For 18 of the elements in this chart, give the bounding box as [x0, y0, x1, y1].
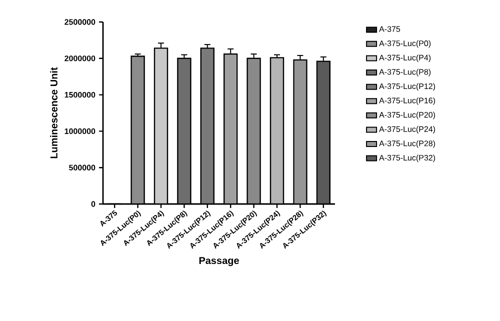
- y-axis-title: Luminescence Unit: [50, 67, 58, 158]
- y-tick-label: 2500000: [64, 19, 96, 25]
- legend-label: A-375-Luc(P0): [379, 40, 431, 48]
- legend-label: A-375-Luc(P28): [379, 140, 436, 148]
- y-tick-label: 500000: [69, 164, 96, 170]
- legend-label: A-375-Luc(P16): [379, 97, 436, 105]
- y-tick-label: 0: [91, 201, 96, 207]
- legend-label: A-375-Luc(P32): [379, 154, 436, 162]
- y-tick-label: 1000000: [64, 128, 96, 134]
- legend-label: A-375-Luc(P8): [379, 68, 431, 76]
- y-tick-label: 1500000: [64, 92, 96, 98]
- y-tick-label: 2000000: [64, 56, 96, 62]
- legend-label: A-375-Luc(P12): [379, 83, 436, 91]
- legend-label: A-375-Luc(P24): [379, 126, 436, 134]
- legend-label: A-375-Luc(P20): [379, 112, 436, 120]
- legend-label: A-375-Luc(P4): [379, 54, 431, 62]
- x-axis-title: Passage: [199, 257, 239, 266]
- legend-label: A-375: [379, 26, 400, 32]
